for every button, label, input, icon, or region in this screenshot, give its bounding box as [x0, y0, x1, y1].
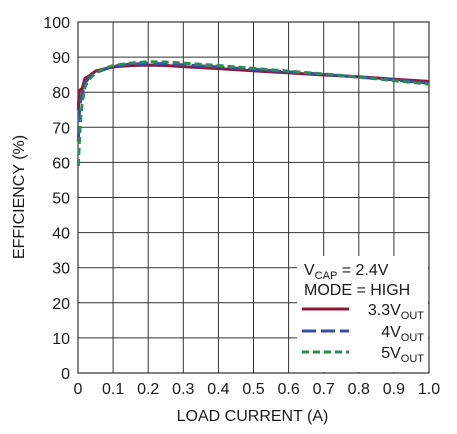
- y-axis-label: EFFICIENCY (%): [11, 135, 28, 259]
- y-tick-label: 70: [52, 120, 70, 137]
- y-tick-label: 50: [52, 191, 70, 208]
- x-tick-label: 0.9: [383, 381, 405, 398]
- grid: [77, 21, 430, 374]
- x-axis-label: LOAD CURRENT (A): [177, 408, 329, 425]
- y-tick-label: 60: [52, 155, 70, 172]
- y-tick-label: 20: [52, 296, 70, 313]
- x-tick-label: 0: [74, 381, 83, 398]
- x-tick-label: 0.6: [277, 381, 299, 398]
- x-tick-label: 0.5: [242, 381, 264, 398]
- y-tick-label: 40: [52, 226, 70, 243]
- series-lines: [76, 60, 430, 166]
- x-tick-label: 0.3: [172, 381, 194, 398]
- series-line-2: [76, 61, 430, 142]
- plot-frame: [77, 21, 430, 374]
- y-tick-label: 10: [52, 331, 70, 348]
- x-tick-label: 0.1: [102, 381, 124, 398]
- legend-condition-vcap: VCAP = 2.4V: [304, 262, 389, 282]
- x-tick-label: 0.8: [348, 381, 370, 398]
- y-tick-label: 0: [61, 366, 70, 383]
- x-tick-label: 0.2: [137, 381, 159, 398]
- y-tick-label: 90: [52, 50, 70, 67]
- legend-entry-1: 3.3VOUT: [368, 302, 424, 322]
- tick-labels: 0 0.1 0.2 0.3 0.4 0.5 0.6 0.7 0.8 0.9 1.0 0 10 20 30 40…: [43, 15, 440, 398]
- legend-entry-3: 5VOUT: [381, 345, 424, 365]
- y-tick-label: 80: [52, 85, 70, 102]
- y-tick-label: 30: [52, 261, 70, 278]
- y-tick-label: 100: [43, 15, 70, 32]
- x-tick-label: 0.4: [207, 381, 229, 398]
- x-tick-label: 0.7: [313, 381, 335, 398]
- legend-condition-mode: MODE = HIGH: [304, 282, 410, 299]
- legend-entry-2: 4VOUT: [381, 324, 424, 344]
- x-tick-label: 1.0: [418, 381, 440, 398]
- series-line-3: [76, 60, 430, 166]
